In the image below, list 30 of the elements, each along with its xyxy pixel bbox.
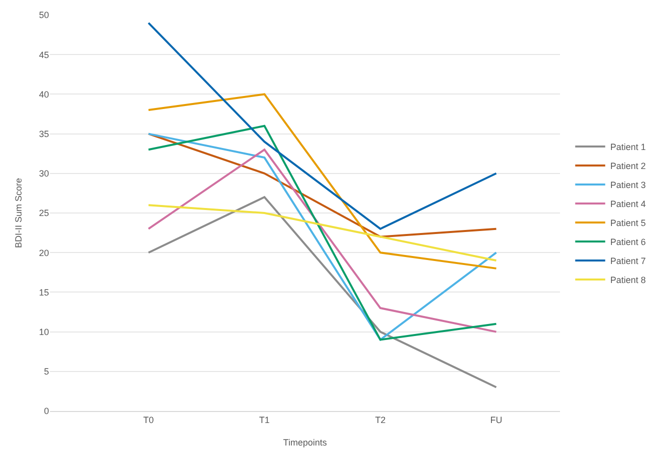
y-tick-label: 40: [38, 89, 49, 100]
y-tick-label: 10: [38, 326, 49, 337]
y-tick-label: 5: [44, 366, 49, 377]
y-tick-label: 50: [38, 10, 49, 20]
y-tick-label: 0: [44, 406, 49, 416]
legend-label: Patient 3: [610, 180, 646, 190]
legend-label: Patient 6: [610, 237, 646, 248]
x-tick-label: T0: [143, 414, 154, 425]
x-tick-label: T1: [259, 414, 270, 425]
legend-label: Patient 1: [610, 142, 646, 152]
line-series: [148, 204, 498, 262]
y-tick-label: 35: [38, 128, 49, 139]
legend-label: Patient 5: [610, 218, 646, 228]
legend-label: Patient 4: [610, 199, 646, 210]
legend-label: Patient 7: [610, 256, 646, 266]
line-series: [148, 196, 498, 388]
x-tick-label: FU: [490, 414, 502, 425]
y-axis-title: BDI-II Sum Score: [13, 178, 24, 248]
x-tick-label: T2: [375, 414, 386, 425]
y-tick-label: 30: [38, 168, 49, 179]
legend-label: Patient 2: [610, 161, 646, 172]
y-tick-label: 25: [38, 208, 49, 218]
line-series: [148, 93, 498, 270]
x-axis-title: Timepoints: [283, 438, 328, 448]
legend-label: Patient 8: [610, 275, 646, 286]
y-tick-label: 20: [38, 248, 49, 258]
y-tick-label: 15: [38, 287, 49, 298]
line-series: [148, 132, 498, 238]
line-series: [148, 22, 498, 230]
y-tick-label: 45: [38, 50, 49, 60]
